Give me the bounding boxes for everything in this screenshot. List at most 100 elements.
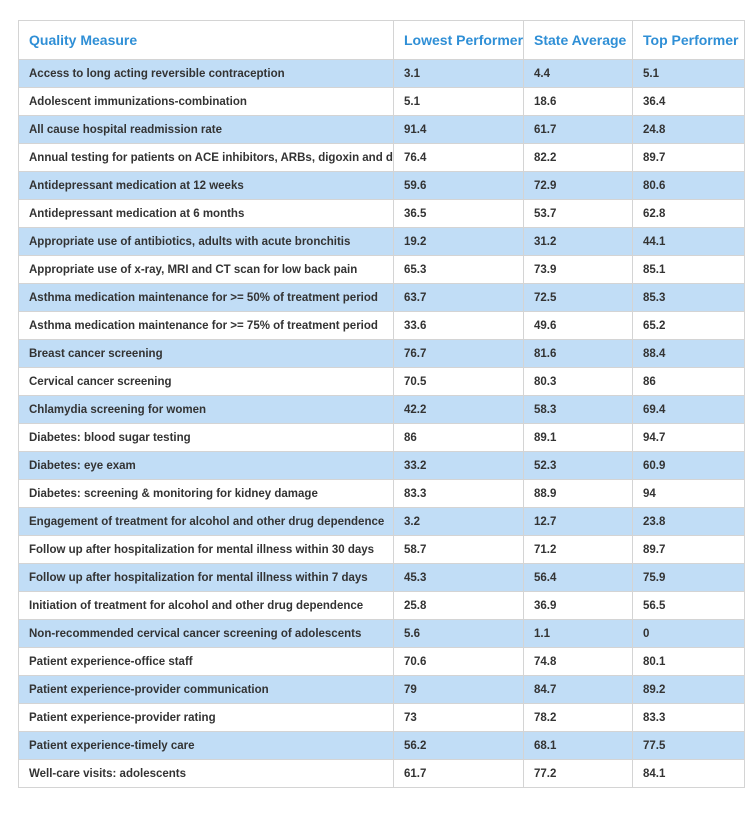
cell-state-average: 77.2 — [523, 759, 633, 788]
header-state-average: State Average — [523, 20, 633, 60]
cell-quality-measure: Asthma medication maintenance for >= 50%… — [18, 283, 394, 312]
cell-top-performer: 84.1 — [632, 759, 745, 788]
header-quality-measure: Quality Measure — [18, 20, 394, 60]
cell-lowest-performer: 76.7 — [393, 339, 524, 368]
quality-measures-table-container: Quality Measure Lowest Performer State A… — [18, 20, 745, 788]
table-header: Quality Measure Lowest Performer State A… — [18, 20, 745, 60]
table-row: Appropriate use of antibiotics, adults w… — [18, 227, 745, 256]
cell-state-average: 53.7 — [523, 199, 633, 228]
cell-state-average: 56.4 — [523, 563, 633, 592]
cell-lowest-performer: 63.7 — [393, 283, 524, 312]
cell-state-average: 12.7 — [523, 507, 633, 536]
cell-lowest-performer: 3.2 — [393, 507, 524, 536]
cell-lowest-performer: 33.2 — [393, 451, 524, 480]
cell-quality-measure: Patient experience-provider rating — [18, 703, 394, 732]
cell-quality-measure: Chlamydia screening for women — [18, 395, 394, 424]
table-row: Breast cancer screening 76.7 81.6 88.4 — [18, 339, 745, 368]
table-row: Cervical cancer screening 70.5 80.3 86 — [18, 367, 745, 396]
table-row: Patient experience-provider rating 73 78.2… — [18, 703, 745, 732]
cell-state-average: 1.1 — [523, 619, 633, 648]
cell-quality-measure: Adolescent immunizations-combination — [18, 87, 394, 116]
cell-quality-measure: All cause hospital readmission rate — [18, 115, 394, 144]
cell-lowest-performer: 79 — [393, 675, 524, 704]
table-row: Asthma medication maintenance for >= 50%… — [18, 283, 745, 312]
cell-lowest-performer: 36.5 — [393, 199, 524, 228]
cell-state-average: 80.3 — [523, 367, 633, 396]
cell-state-average: 71.2 — [523, 535, 633, 564]
cell-top-performer: 56.5 — [632, 591, 745, 620]
cell-quality-measure: Well-care visits: adolescents — [18, 759, 394, 788]
cell-top-performer: 86 — [632, 367, 745, 396]
cell-top-performer: 80.6 — [632, 171, 745, 200]
cell-state-average: 68.1 — [523, 731, 633, 760]
cell-quality-measure: Antidepressant medication at 12 weeks — [18, 171, 394, 200]
table-row: Adolescent immunizations-combination 5.1 1… — [18, 87, 745, 116]
cell-quality-measure: Appropriate use of x-ray, MRI and CT sca… — [18, 255, 394, 284]
cell-top-performer: 5.1 — [632, 59, 745, 88]
quality-measures-table: Quality Measure Lowest Performer State A… — [18, 20, 745, 788]
cell-state-average: 89.1 — [523, 423, 633, 452]
cell-top-performer: 69.4 — [632, 395, 745, 424]
cell-quality-measure: Asthma medication maintenance for >= 75%… — [18, 311, 394, 340]
cell-top-performer: 89.2 — [632, 675, 745, 704]
table-row: Diabetes: eye exam 33.2 52.3 60.9 — [18, 451, 745, 480]
cell-top-performer: 85.1 — [632, 255, 745, 284]
cell-top-performer: 88.4 — [632, 339, 745, 368]
cell-top-performer: 83.3 — [632, 703, 745, 732]
header-lowest-performer: Lowest Performer — [393, 20, 524, 60]
table-row: Engagement of treatment for alcohol and … — [18, 507, 745, 536]
cell-quality-measure: Appropriate use of antibiotics, adults w… — [18, 227, 394, 256]
cell-quality-measure: Initiation of treatment for alcohol and … — [18, 591, 394, 620]
cell-top-performer: 75.9 — [632, 563, 745, 592]
cell-top-performer: 60.9 — [632, 451, 745, 480]
cell-lowest-performer: 61.7 — [393, 759, 524, 788]
cell-state-average: 52.3 — [523, 451, 633, 480]
table-row: Access to long acting reversible contrac… — [18, 59, 745, 88]
cell-state-average: 61.7 — [523, 115, 633, 144]
cell-top-performer: 65.2 — [632, 311, 745, 340]
table-row: Patient experience-timely care 56.2 68.1 77… — [18, 731, 745, 760]
cell-lowest-performer: 70.5 — [393, 367, 524, 396]
cell-lowest-performer: 59.6 — [393, 171, 524, 200]
cell-top-performer: 89.7 — [632, 143, 745, 172]
table-row: Patient experience-provider communicatio… — [18, 675, 745, 704]
cell-quality-measure: Diabetes: eye exam — [18, 451, 394, 480]
cell-lowest-performer: 83.3 — [393, 479, 524, 508]
cell-state-average: 4.4 — [523, 59, 633, 88]
cell-state-average: 84.7 — [523, 675, 633, 704]
cell-state-average: 88.9 — [523, 479, 633, 508]
cell-lowest-performer: 33.6 — [393, 311, 524, 340]
cell-lowest-performer: 58.7 — [393, 535, 524, 564]
cell-quality-measure: Cervical cancer screening — [18, 367, 394, 396]
cell-lowest-performer: 86 — [393, 423, 524, 452]
cell-state-average: 78.2 — [523, 703, 633, 732]
cell-quality-measure: Annual testing for patients on ACE inhib… — [18, 143, 394, 172]
cell-top-performer: 44.1 — [632, 227, 745, 256]
table-row: Diabetes: blood sugar testing 86 89.1 94.7 — [18, 423, 745, 452]
table-row: Appropriate use of x-ray, MRI and CT sca… — [18, 255, 745, 284]
cell-state-average: 72.5 — [523, 283, 633, 312]
cell-state-average: 81.6 — [523, 339, 633, 368]
cell-top-performer: 94 — [632, 479, 745, 508]
cell-quality-measure: Follow up after hospitalization for ment… — [18, 563, 394, 592]
cell-lowest-performer: 42.2 — [393, 395, 524, 424]
table-row: Non-recommended cervical cancer screenin… — [18, 619, 745, 648]
cell-state-average: 18.6 — [523, 87, 633, 116]
cell-quality-measure: Patient experience-provider communicatio… — [18, 675, 394, 704]
cell-quality-measure: Patient experience-timely care — [18, 731, 394, 760]
cell-state-average: 82.2 — [523, 143, 633, 172]
table-row: Chlamydia screening for women 42.2 58.3 69.… — [18, 395, 745, 424]
cell-lowest-performer: 25.8 — [393, 591, 524, 620]
cell-lowest-performer: 56.2 — [393, 731, 524, 760]
cell-lowest-performer: 65.3 — [393, 255, 524, 284]
cell-quality-measure: Non-recommended cervical cancer screenin… — [18, 619, 394, 648]
cell-top-performer: 89.7 — [632, 535, 745, 564]
table-row: Diabetes: screening & monitoring for kid… — [18, 479, 745, 508]
header-row: Quality Measure Lowest Performer State A… — [18, 20, 745, 60]
table-row: Asthma medication maintenance for >= 75%… — [18, 311, 745, 340]
cell-quality-measure: Antidepressant medication at 6 months — [18, 199, 394, 228]
cell-lowest-performer: 73 — [393, 703, 524, 732]
cell-lowest-performer: 5.6 — [393, 619, 524, 648]
cell-lowest-performer: 91.4 — [393, 115, 524, 144]
table-row: Antidepressant medication at 6 months 36.… — [18, 199, 745, 228]
